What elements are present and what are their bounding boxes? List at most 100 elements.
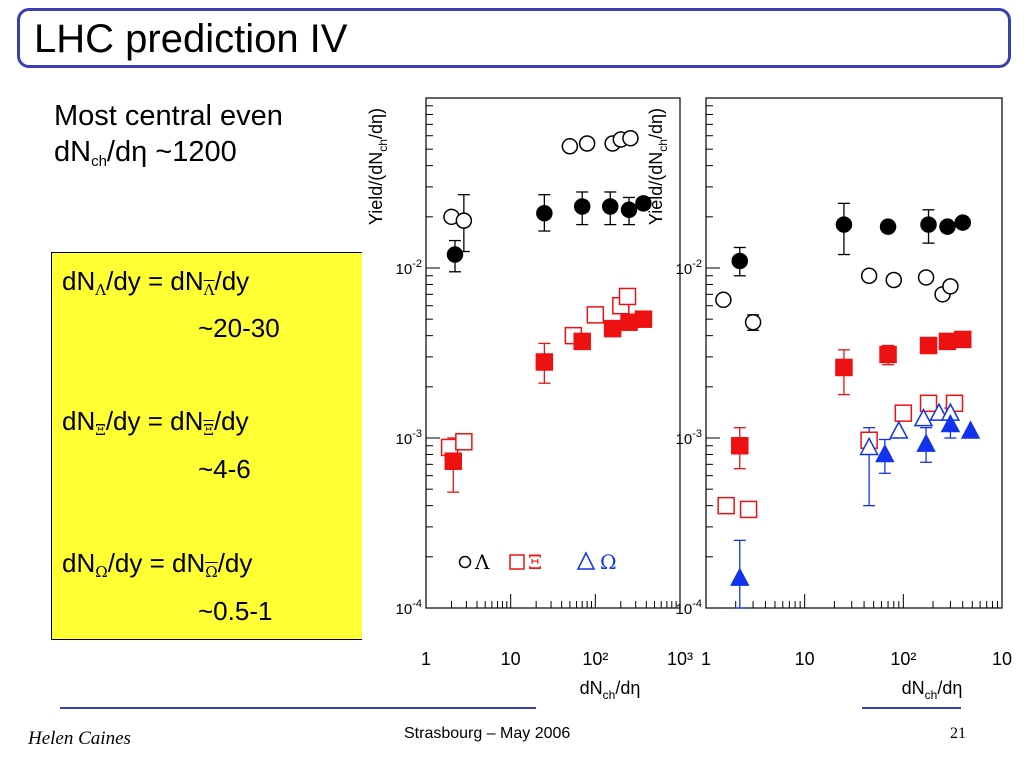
antilambda-sub: Λ [203,281,215,299]
x-axis-label: dNch/dη [580,678,641,702]
data-point [953,330,972,349]
data-point [618,287,637,306]
data-point [620,201,638,219]
data-point [622,129,639,147]
x-tick-label: 10² [582,649,608,669]
footer-event: Strasbourg – May 2006 [404,725,571,742]
legend-label-lambda: Λ [474,550,490,574]
title-box: LHC prediction IV [17,8,1011,68]
x-tick-label: 1 [701,649,711,669]
page-title: LHC prediction IV [34,17,348,61]
data-point [954,214,971,231]
intro-sub: ch [91,153,107,170]
xi-sub: Ξ [95,421,106,439]
intro-line-1: Most central even [54,100,283,132]
lambda-eq-end: /dy [214,266,250,296]
data-point [573,198,591,215]
data-point [920,216,937,233]
intro-rest: /dη ~1200 [106,136,237,168]
y-tick-label: 10-3 [396,428,422,448]
omega-eq-end: /dy [217,548,253,578]
data-point [889,420,909,439]
legend-marker-omega [576,551,596,570]
data-point [635,195,652,212]
data-point [875,443,895,463]
legend-marker-xi [509,554,525,570]
plot-frame [705,97,1003,609]
omega-value: ~0.5-1 [198,596,273,626]
x-tick-label: 10³ [667,649,693,669]
antixi-sub: Ξ [203,421,214,439]
data-point [939,218,956,235]
data-point [879,345,897,364]
data-point [731,252,749,270]
data-point [573,332,591,351]
data-point [940,413,961,433]
data-point [916,433,936,452]
data-point [885,271,903,289]
data-point [715,291,732,309]
plot-frame [425,97,681,609]
chart-1: 10-2 10-3 10-4 1 10 10² 10³ dNch/dη Yield/(dNch/… [366,97,693,702]
data-point [744,313,762,331]
y-tick-label: 10-2 [676,258,702,278]
x-tick-label: 1 [421,649,431,669]
omega-sub: Ω [95,563,108,581]
omega-dn: dN [62,548,96,578]
footer-author: Helen Caines [28,728,131,749]
xi-eq-mid: /dy = dN [105,406,204,436]
x-tick-label: 10² [890,649,916,669]
data-point [919,336,938,355]
data-point [917,269,935,286]
page-number: 21 [950,725,966,742]
footer-divider-left [60,707,536,709]
data-point [960,420,981,439]
data-point [578,135,596,152]
data-point [455,433,473,451]
data-point [942,278,959,295]
data-point [835,358,853,377]
plots-panel: 10-2 10-3 10-4 1 10 10² 10³ dNch/dη Yield/(dNch/… [362,88,1024,706]
y-tick-label: 10-2 [396,258,422,278]
data-point [730,567,750,586]
data-point [731,437,749,455]
data-point [913,408,934,427]
xi-dn: dN [62,406,96,436]
data-point [446,246,464,263]
legend-label-xi: Ξ [528,550,542,574]
lambda-eq-mid: /dy = dN [106,266,204,296]
y-tick-label: 10-4 [396,598,422,618]
xi-value: ~4-6 [198,454,251,484]
yield-plots: 10-2 10-3 10-4 1 10 10² 10³ dNch/dη Yield/(dNch/… [366,97,1012,702]
data-point [603,319,622,338]
intro-line-2: dNch/dη ~1200 [54,134,283,170]
data-point [739,500,758,519]
y-tick-label: 10-3 [676,428,702,448]
yield-summary-box: dNΛ/dy = dNΛ/dy ~20-30 dNΞ/dy = dNΞ/dy ~… [51,252,381,640]
data-point [620,313,638,331]
data-point [859,436,879,456]
lambda-dn: dN [62,266,96,296]
data-point [444,452,463,470]
data-point [634,310,653,328]
x-axis-label: dNch/dη [902,678,963,702]
x-tick-label: 10 [795,649,815,669]
antiomega-sub: Ω [205,563,218,581]
x-tick-label: 10 [501,649,521,669]
data-point [919,394,938,413]
xi-equation: dNΞ/dy = dNΞ/dy [62,406,249,439]
data-point [879,218,897,235]
legend-marker-lambda [458,555,472,569]
y-tick-label: 10-4 [676,598,702,618]
data-point [860,267,878,285]
x-tick-label: 10 [992,649,1012,669]
data-point [894,404,913,422]
data-point [535,353,554,371]
lambda-value: ~20-30 [198,313,280,343]
data-point [835,216,853,233]
lambda-equation: dNΛ/dy = dNΛ/dy [62,266,250,299]
intro-dn: dN [54,136,92,168]
data-point [536,204,553,222]
y-axis-label: Yield/(dNch/dη) [646,108,670,225]
